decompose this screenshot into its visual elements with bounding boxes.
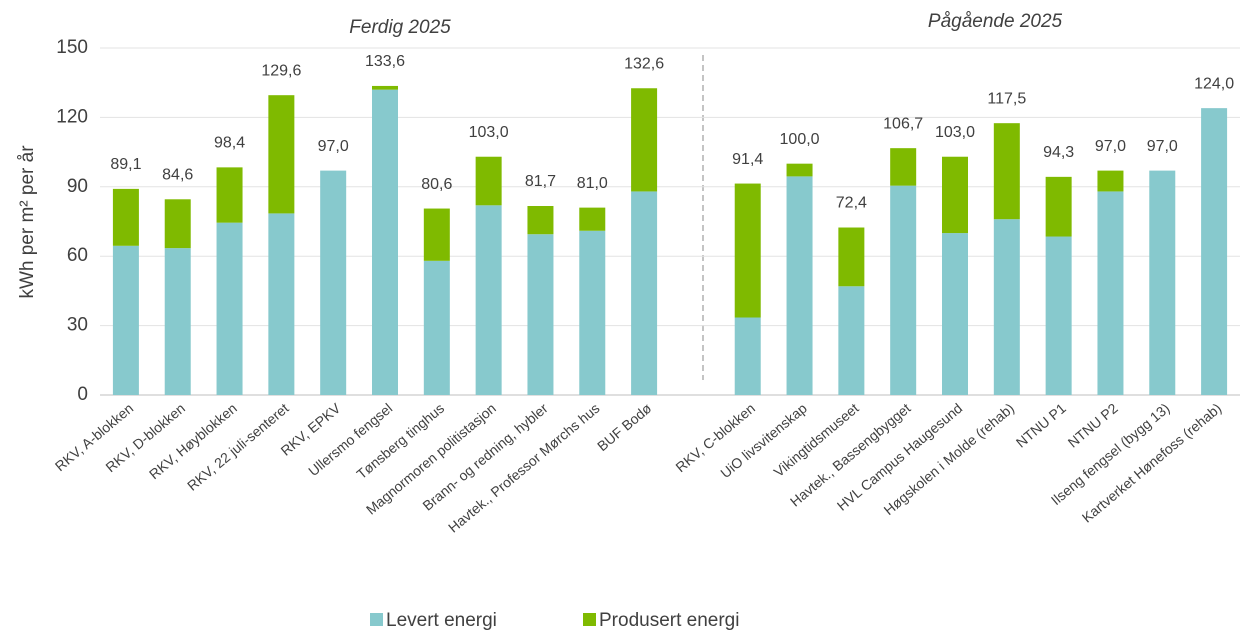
- total-label: 100,0: [780, 131, 820, 148]
- total-label: 97,0: [1095, 138, 1126, 155]
- bar-segment: [1201, 108, 1228, 395]
- x-tick-label: UiO livsvitenskap: [717, 400, 810, 481]
- total-label: 117,5: [987, 90, 1026, 107]
- bar-segment: [890, 148, 917, 186]
- bar-segment: [1045, 236, 1072, 395]
- y-tick-label: 30: [67, 315, 88, 336]
- bar-segment: [579, 207, 606, 231]
- total-label: 103,0: [469, 124, 509, 141]
- y-tick-label: 60: [67, 245, 88, 266]
- legend-label: Produsert energi: [599, 610, 739, 631]
- legend-swatch: [370, 613, 383, 626]
- bar-segment: [1097, 191, 1124, 395]
- bar-segment: [786, 176, 813, 395]
- bar-segment: [527, 206, 554, 235]
- bar-segment: [268, 213, 295, 395]
- total-label: 97,0: [318, 138, 349, 155]
- bar-segment: [631, 88, 658, 192]
- bar-segment: [942, 156, 968, 234]
- total-label: 129,6: [261, 62, 301, 79]
- bar-segment: [423, 260, 450, 395]
- bar-segment: [164, 199, 191, 249]
- total-label: 81,0: [577, 175, 608, 192]
- bar-segment: [475, 156, 502, 206]
- total-label: 81,7: [525, 173, 556, 190]
- total-label: 84,6: [162, 167, 193, 184]
- bar-segment: [527, 234, 554, 395]
- bar-segment: [112, 245, 139, 395]
- total-label: 124,0: [1194, 75, 1234, 92]
- group-label: Pågående 2025: [928, 11, 1063, 32]
- bar-segment: [423, 208, 450, 261]
- bar-segment: [112, 188, 139, 246]
- bar-segment: [1045, 176, 1072, 237]
- y-tick-label: 90: [67, 176, 88, 197]
- total-label: 80,6: [421, 176, 452, 193]
- bar-segment: [942, 233, 968, 395]
- bar-segment: [320, 170, 347, 395]
- total-label: 98,4: [214, 135, 245, 152]
- x-tick-label: Tønsberg tinghus: [353, 400, 447, 482]
- bar-segment: [786, 163, 813, 177]
- total-label: 97,0: [1147, 138, 1178, 155]
- total-label: 132,6: [624, 55, 664, 72]
- x-tick-label: BUF Bodø: [594, 400, 655, 455]
- total-label: 106,7: [883, 115, 923, 132]
- bar-segment: [734, 317, 761, 395]
- x-tick-label: NTNU P1: [1013, 400, 1069, 451]
- bar-segment: [164, 248, 191, 395]
- y-tick-label: 0: [77, 384, 88, 405]
- bar-segment: [216, 222, 243, 395]
- total-label: 91,4: [732, 151, 763, 168]
- total-label: 89,1: [110, 156, 141, 173]
- group-label: Ferdig 2025: [349, 17, 451, 38]
- y-axis-label: kWh per m² per år: [17, 145, 38, 299]
- bar-segment: [838, 286, 865, 395]
- bar-segment: [993, 219, 1020, 395]
- bar-segment: [216, 167, 243, 223]
- bar-segment: [475, 205, 502, 395]
- y-tick-label: 150: [56, 37, 88, 58]
- total-label: 133,6: [365, 53, 405, 70]
- bar-segment: [734, 183, 761, 318]
- bar-segment: [268, 95, 295, 214]
- total-label: 72,4: [836, 195, 867, 212]
- bar-segment: [993, 123, 1020, 220]
- y-tick-label: 120: [56, 106, 88, 127]
- x-tick-label: RKV, Høyblokken: [146, 400, 240, 482]
- x-tick-label: RKV, 22 juli-senteret: [184, 400, 292, 494]
- bar-segment: [372, 89, 398, 395]
- bar-segment: [1149, 170, 1176, 395]
- bar-segment: [838, 227, 865, 287]
- bar-segment: [890, 185, 917, 395]
- bar-segment: [372, 85, 398, 90]
- total-label: 103,0: [935, 124, 975, 141]
- bar-segment: [1097, 170, 1124, 192]
- total-label: 94,3: [1043, 144, 1074, 161]
- legend-swatch: [583, 613, 596, 626]
- legend-label: Levert energi: [386, 610, 497, 631]
- bar-segment: [631, 191, 658, 395]
- bar-segment: [579, 230, 606, 395]
